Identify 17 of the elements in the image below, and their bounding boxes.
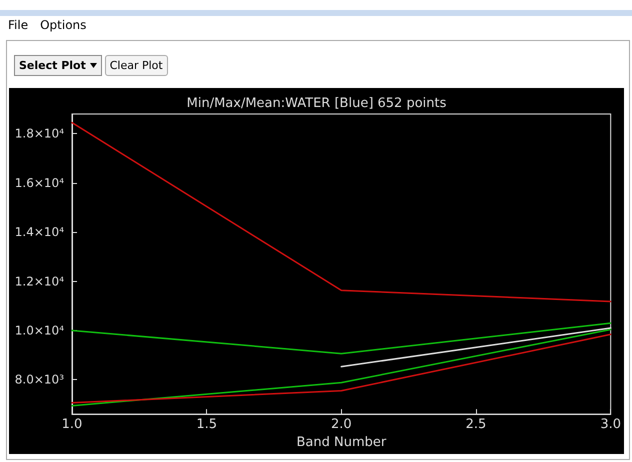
y-tick-label: 1.0×10⁴ bbox=[14, 323, 64, 338]
text: Options bbox=[40, 18, 86, 32]
x-tick-label: 1.0 bbox=[62, 417, 82, 432]
y-tick-label: 1.4×10⁴ bbox=[14, 225, 64, 240]
x-tick-label: 1.5 bbox=[196, 417, 218, 432]
text: Select Plot bbox=[14, 55, 102, 76]
y-tick-label: 1.8×10⁴ bbox=[14, 126, 64, 141]
text: Clear Plot bbox=[104, 55, 168, 76]
y-tick-label: 8.0×10³ bbox=[14, 372, 64, 387]
y-tick-label: 1.6×10⁴ bbox=[14, 176, 64, 190]
x-tick-label: 3.0 bbox=[600, 417, 622, 432]
x-tick-label: 2.0 bbox=[330, 417, 352, 432]
x-tick-label: 2.5 bbox=[466, 417, 486, 432]
chart-title: Min/Max/Mean:WATER [Blue] 652 points bbox=[186, 96, 447, 111]
text: File bbox=[8, 18, 28, 32]
x-axis-title: Band Number bbox=[296, 435, 387, 450]
y-tick-label: 1.2×10⁴ bbox=[14, 274, 64, 288]
